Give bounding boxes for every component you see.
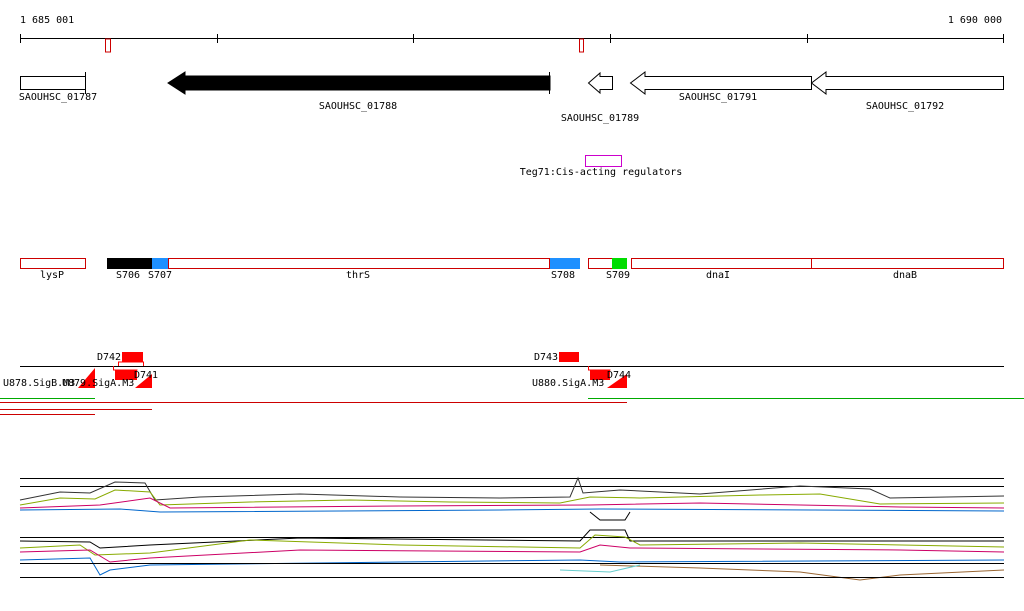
marker (105, 38, 111, 53)
gene (587, 71, 613, 95)
track (19, 529, 1004, 549)
segment (811, 258, 1004, 269)
gene (20, 76, 86, 90)
transcripts (0, 398, 1024, 415)
segment-label: S709 (606, 270, 630, 281)
promoter-site (607, 374, 627, 388)
promoter-label: U878.SigB.M3 (3, 378, 75, 389)
segment (168, 258, 550, 269)
gene-label: SAOUHSC_01792 (866, 101, 944, 112)
regulator (585, 155, 622, 167)
track (19, 476, 1005, 501)
regulator-label: Teg71:Cis-acting regulators (520, 167, 683, 178)
promoter-bracket (588, 366, 611, 371)
track (19, 508, 1005, 513)
segment-label: dnaI (706, 270, 730, 281)
gene-label: SAOUHSC_01791 (679, 92, 757, 103)
segment-label: S707 (148, 270, 172, 281)
segment-label: thrS (346, 270, 370, 281)
promoter-bracket (113, 366, 138, 371)
segment-label: S706 (116, 270, 140, 281)
segment-label: lysP (40, 270, 64, 281)
promoter-site (135, 374, 152, 388)
promoter-site (78, 368, 95, 388)
promoters (78, 352, 627, 388)
segment (612, 258, 627, 269)
promoter (115, 370, 137, 380)
promoter-label: D744 (607, 370, 631, 381)
segment (631, 258, 812, 269)
track (559, 564, 641, 573)
promoter (122, 352, 143, 362)
promoter (559, 352, 579, 362)
promoter-label: D741 (134, 370, 158, 381)
scale (20, 34, 1004, 43)
segment-label: dnaB (893, 270, 917, 281)
genes (20, 70, 1004, 96)
scale-start: 1 685 001 (20, 15, 74, 26)
promoter-label: D743 (534, 352, 558, 363)
gene (167, 71, 551, 95)
track (19, 544, 1005, 563)
marker (579, 38, 584, 53)
gene (810, 70, 1004, 96)
promoter-label: D742 (97, 352, 121, 363)
track (19, 489, 1005, 506)
track (19, 534, 1005, 556)
track (19, 497, 1005, 509)
segment (550, 258, 580, 269)
promoter (590, 370, 610, 380)
expression-tracks (19, 476, 1005, 581)
segment-label: S708 (551, 270, 575, 281)
promoter-label: U879.SigA.M3 (62, 378, 134, 389)
promoter-bracket (118, 361, 144, 366)
gene-label: SAOUHSC_01788 (319, 101, 397, 112)
scale-end: 1 690 000 (948, 15, 1002, 26)
gene (629, 70, 812, 96)
segment (588, 258, 613, 269)
segment (107, 258, 152, 269)
promoter-label: U880.SigA.M3 (532, 378, 604, 389)
gene-label: SAOUHSC_01787 (19, 92, 97, 103)
gene-label: SAOUHSC_01789 (561, 113, 639, 124)
segment (20, 258, 86, 269)
segment (152, 258, 168, 269)
track (589, 511, 631, 521)
segments (20, 258, 1004, 269)
track (599, 564, 1005, 581)
